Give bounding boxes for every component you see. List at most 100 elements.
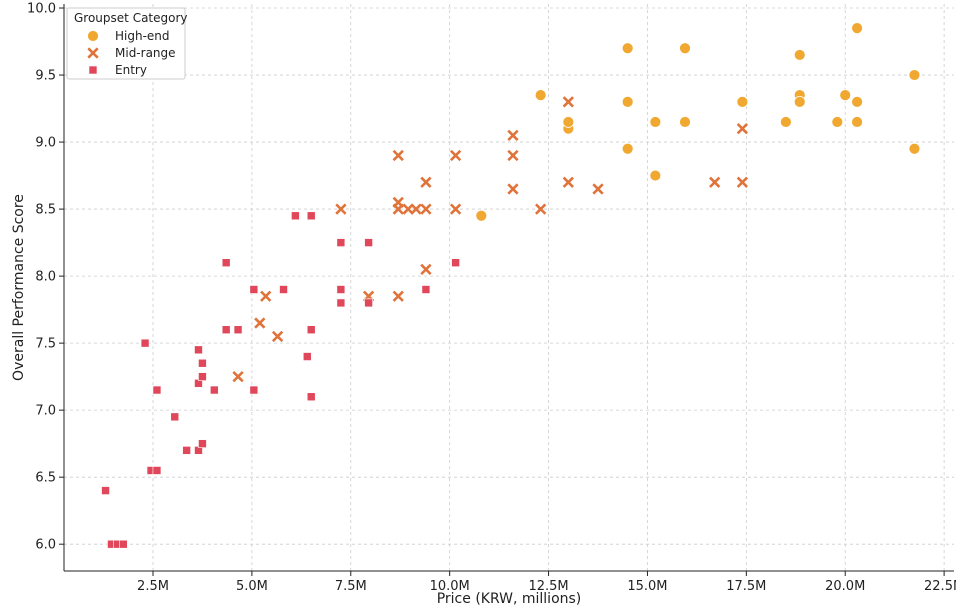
data-point-high-end <box>534 89 547 102</box>
data-point-high-end <box>793 95 806 108</box>
data-point-mid-range <box>507 183 519 195</box>
data-points <box>101 22 921 549</box>
data-point-entry <box>249 385 259 395</box>
x-tick-label: 7.5M <box>335 579 367 594</box>
data-point-entry <box>210 385 219 395</box>
data-point-entry <box>336 298 346 308</box>
data-point-entry <box>152 385 162 395</box>
y-tick-label: 10.0 <box>27 2 56 17</box>
data-point-mid-range <box>449 203 462 215</box>
data-point-entry <box>194 345 203 355</box>
data-point-entry <box>170 412 180 422</box>
series-mid-range <box>232 96 749 383</box>
data-point-entry <box>101 486 110 495</box>
data-point-entry <box>198 439 207 448</box>
data-point-mid-range <box>507 129 519 142</box>
data-point-mid-range <box>410 203 422 215</box>
data-point-mid-range <box>592 183 604 195</box>
data-point-high-end <box>649 169 662 182</box>
x-tick-label: 22.5M <box>924 579 956 594</box>
tick-labels: 2.5M 5.0M 7.5M 10.0M 12.5M 15.0M 17.5M 20.0M 22.… <box>27 2 956 594</box>
data-point-mid-range <box>420 176 432 188</box>
y-tick-label: 6.0 <box>35 538 56 553</box>
data-point-entry <box>306 325 316 335</box>
x-tick-label: 12.5M <box>528 579 568 594</box>
data-point-entry <box>421 285 431 294</box>
legend-marker-mid-range <box>87 47 99 59</box>
data-point-entry <box>306 392 316 402</box>
data-point-high-end <box>475 209 488 222</box>
y-tick-label: 6.5 <box>35 471 56 486</box>
legend: Groupset Category High-end Mid-range Entry <box>66 7 188 80</box>
data-point-high-end <box>649 116 662 128</box>
data-point-mid-range <box>736 176 749 188</box>
data-point-entry <box>336 238 346 247</box>
data-point-mid-range <box>392 290 404 302</box>
data-point-high-end <box>679 116 691 128</box>
data-point-high-end <box>851 22 863 35</box>
data-point-mid-range <box>507 149 519 162</box>
data-point-mid-range <box>562 96 574 108</box>
data-point-entry <box>302 352 312 361</box>
data-point-entry <box>233 325 243 335</box>
x-tick-label: 2.5M <box>137 579 169 594</box>
y-tick-label: 8.0 <box>35 270 56 285</box>
data-point-mid-range <box>392 149 404 162</box>
legend-item-entry: Entry <box>88 63 147 77</box>
data-point-mid-range <box>420 263 432 276</box>
legend-label: Mid-range <box>115 46 176 60</box>
y-tick-label: 8.5 <box>35 203 56 218</box>
data-point-high-end <box>779 116 792 128</box>
data-point-high-end <box>851 116 863 128</box>
data-point-entry <box>198 372 207 381</box>
legend-item-mid-range: Mid-range <box>87 46 176 60</box>
legend-item-high-end: High-end <box>87 29 170 43</box>
data-point-entry <box>291 211 300 221</box>
y-tick-label: 9.5 <box>35 69 56 84</box>
data-point-entry <box>221 258 231 268</box>
x-tick-label: 20.0M <box>825 579 865 594</box>
y-axis-title: Overall Performance Score <box>11 194 27 381</box>
data-point-entry <box>336 285 346 294</box>
x-tick-label: 10.0M <box>430 579 470 594</box>
data-point-entry <box>119 539 128 549</box>
data-point-entry <box>140 338 150 348</box>
data-point-mid-range <box>562 176 574 188</box>
data-point-entry <box>221 325 231 335</box>
data-point-mid-range <box>535 203 547 215</box>
x-tick-label: 5.0M <box>236 579 268 594</box>
legend-box <box>66 7 186 80</box>
series-entry <box>101 211 460 549</box>
grid-lines <box>64 4 954 571</box>
data-point-mid-range <box>392 203 404 215</box>
data-point-high-end <box>736 95 749 108</box>
data-point-entry <box>249 285 259 294</box>
data-point-entry <box>451 258 460 268</box>
legend-items: High-end Mid-range Entry <box>87 29 176 77</box>
data-point-mid-range <box>402 203 414 215</box>
data-point-high-end <box>793 49 806 61</box>
data-point-entry <box>279 285 288 294</box>
axes <box>59 4 954 576</box>
data-point-high-end <box>621 42 634 55</box>
legend-title: Groupset Category <box>74 11 188 25</box>
data-point-mid-range <box>271 330 284 343</box>
data-point-high-end <box>851 95 863 108</box>
data-point-mid-range <box>254 317 266 329</box>
data-point-mid-range <box>736 123 749 135</box>
y-tick-label: 9.0 <box>35 136 56 151</box>
x-tick-label: 15.0M <box>627 579 667 594</box>
data-point-entry <box>364 298 373 308</box>
x-tick-label: 17.5M <box>726 579 766 594</box>
y-tick-label: 7.0 <box>35 404 56 419</box>
data-point-mid-range <box>709 176 721 188</box>
data-point-mid-range <box>335 203 347 215</box>
data-point-high-end <box>831 116 844 128</box>
data-point-high-end <box>839 89 852 102</box>
data-point-entry <box>198 358 207 368</box>
legend-marker-entry <box>88 65 98 75</box>
legend-label: High-end <box>115 29 170 43</box>
legend-marker-high-end <box>87 30 99 42</box>
